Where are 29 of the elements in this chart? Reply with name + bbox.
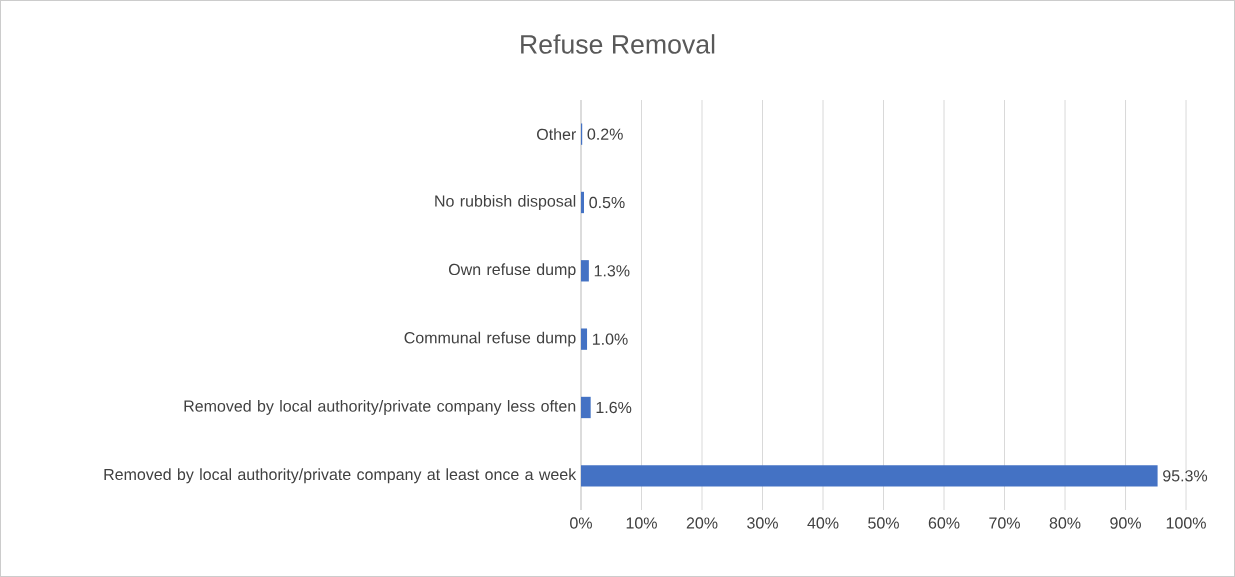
y-tick-label: Communal refuse dump	[404, 331, 576, 347]
x-tick-label: 80%	[1049, 517, 1081, 529]
data-label: 0.5%	[589, 196, 625, 209]
data-label: 1.6%	[596, 401, 632, 414]
x-tick-label: 90%	[1110, 517, 1141, 529]
x-tick-label: 30%	[747, 517, 778, 529]
x-tick-label: 60%	[928, 517, 960, 529]
x-tick-label: 50%	[868, 517, 899, 529]
y-tick-label: Other	[537, 128, 577, 141]
x-tick-label: 0%	[570, 517, 592, 529]
bar	[581, 191, 585, 214]
chart-title: Refuse Removal	[521, 34, 715, 54]
bar	[581, 260, 589, 282]
x-tick-label: 40%	[807, 517, 839, 529]
data-label: 1.0%	[592, 333, 628, 345]
y-tick-label: No rubbish disposal	[435, 195, 576, 210]
data-label: 0.2%	[587, 128, 623, 140]
x-tick-label: 100%	[1166, 517, 1206, 529]
y-tick-label: Removed by local authority/private company less often	[184, 400, 576, 415]
data-label: 95.3%	[1163, 470, 1208, 482]
x-tick-label: 10%	[626, 517, 657, 529]
bar	[581, 328, 588, 350]
y-tick-label: Removed by local authority/private company at least once a week	[104, 468, 577, 484]
bar	[581, 465, 1158, 487]
y-tick-label: Own refuse dump	[448, 263, 576, 279]
x-tick-label: 70%	[989, 517, 1020, 529]
data-label: 1.3%	[594, 265, 630, 277]
x-tick-label: 20%	[686, 517, 718, 529]
bar	[581, 396, 591, 419]
